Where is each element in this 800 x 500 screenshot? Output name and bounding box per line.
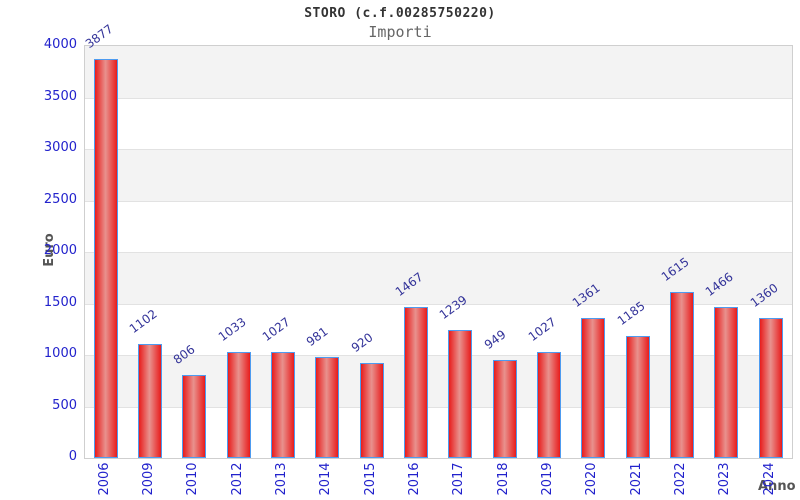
x-tick-label: 2017 [451, 462, 467, 496]
y-tick-label: 1500 [43, 294, 77, 310]
x-tick-label: 2010 [185, 462, 201, 496]
x-tick-label: 2006 [96, 462, 112, 496]
bar-2013 [270, 352, 295, 458]
gridline [85, 406, 792, 408]
x-tick-label: 2015 [362, 462, 378, 496]
x-tick-label: 2016 [406, 462, 422, 496]
bar-2021 [625, 335, 650, 458]
x-tick-label: 2021 [628, 462, 644, 496]
x-tick-label: 2019 [540, 462, 555, 496]
bar-2018 [492, 360, 517, 458]
x-tick-label: 2009 [140, 462, 156, 496]
bar-2006 [93, 58, 118, 458]
bar-2012 [226, 351, 251, 458]
gridline [85, 200, 792, 202]
x-tick-label: 2014 [318, 462, 334, 496]
gridline [85, 149, 792, 150]
bar-2019 [537, 352, 561, 458]
gridline [85, 97, 792, 99]
y-tick-label: 1000 [43, 346, 77, 361]
bar-2020 [581, 317, 606, 458]
y-tick-label: 2000 [43, 243, 77, 258]
gridline [85, 303, 792, 305]
x-tick-label: 2024 [761, 462, 777, 496]
x-tick-label: 2020 [584, 462, 600, 496]
x-tick-label: 2012 [229, 462, 245, 496]
gridline [85, 252, 792, 253]
grid-band [85, 46, 792, 98]
x-tick-label: 2018 [495, 462, 511, 496]
bar-2010 [182, 374, 207, 458]
y-tick-label: 4000 [43, 37, 77, 52]
x-axis-title: Anno [758, 479, 796, 494]
bar-2016 [403, 306, 428, 458]
bar-2017 [448, 330, 473, 458]
y-tick-label: 0 [68, 449, 77, 464]
bar-2024 [758, 317, 783, 458]
y-tick-label: 2500 [43, 191, 77, 207]
y-tick-label: 3000 [43, 140, 77, 155]
x-tick-label: 2022 [673, 462, 689, 496]
grid-band [85, 149, 792, 201]
y-tick-label: 3500 [43, 88, 77, 104]
bar-2009 [137, 344, 162, 458]
bar-2023 [714, 307, 739, 458]
chart-subtitle: Importi [368, 23, 432, 41]
bar-2015 [359, 363, 384, 458]
plot-area [84, 45, 793, 459]
bar-2022 [670, 291, 695, 458]
gridline [85, 355, 792, 356]
x-tick-label: 2013 [273, 462, 289, 496]
x-tick-label: 2023 [717, 462, 733, 496]
y-tick-label: 500 [52, 397, 77, 413]
chart-title: STORO (c.f.00285750220) [304, 6, 496, 21]
bar-2014 [315, 356, 340, 458]
